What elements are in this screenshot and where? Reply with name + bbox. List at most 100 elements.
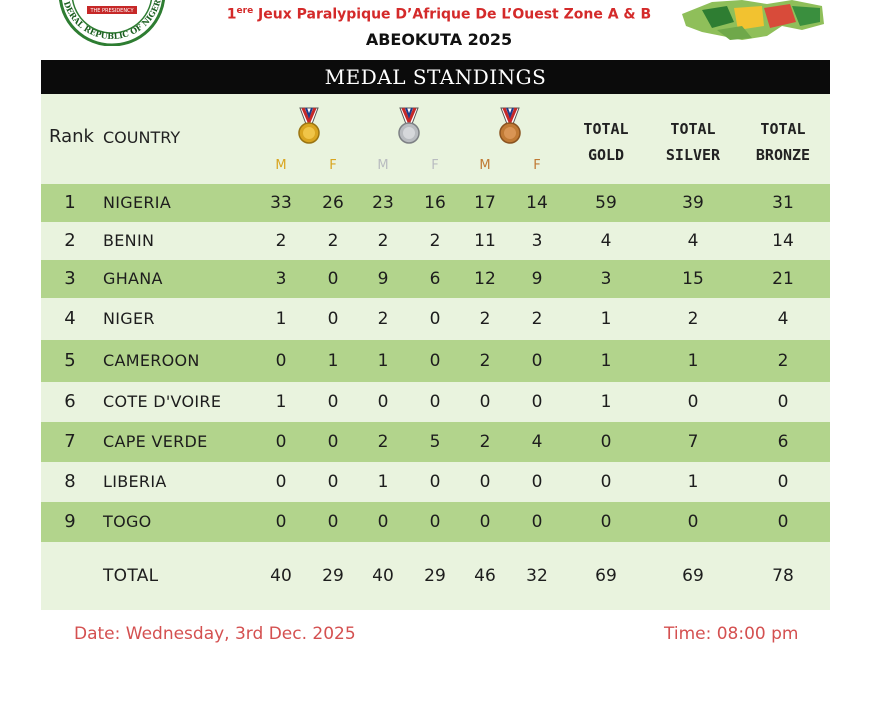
country-cell: CAPE VERDE xyxy=(103,432,208,451)
medal-count-cell: 9 xyxy=(531,269,543,289)
coat-of-arms-seal: THE PRESIDENCY FEDERAL REPUBLIC OF NIGER… xyxy=(42,0,182,46)
table-row: 2 BENIN 2 2 2 2 11 3 4 4 14 xyxy=(41,222,830,260)
total-cell: 69 xyxy=(595,566,617,586)
medal-count-cell: 0 xyxy=(479,472,491,492)
medal-count-cell: 4 xyxy=(687,231,699,251)
bronze-medal-icon xyxy=(496,106,524,146)
silver-medal-icon xyxy=(395,106,423,146)
total-cell: 29 xyxy=(424,566,446,586)
medal-count-cell: 15 xyxy=(682,269,704,289)
country-cell: BENIN xyxy=(103,231,155,250)
medal-count-cell: 4 xyxy=(531,432,543,452)
report-date: Date: Wednesday, 3rd Dec. 2025 xyxy=(74,624,356,644)
medal-count-cell: 3 xyxy=(531,231,543,251)
medal-count-cell: 7 xyxy=(687,432,699,452)
medal-count-cell: 2 xyxy=(479,309,491,329)
medal-count-cell: 0 xyxy=(479,392,491,412)
medal-count-cell: 1 xyxy=(687,472,699,492)
medal-count-cell: 23 xyxy=(372,193,394,213)
medal-count-cell: 2 xyxy=(777,351,789,371)
medal-count-cell: 4 xyxy=(777,309,789,329)
medal-count-cell: 2 xyxy=(429,231,441,251)
country-cell: GHANA xyxy=(103,269,163,288)
medal-count-cell: 2 xyxy=(531,309,543,329)
medal-count-cell: 26 xyxy=(322,193,344,213)
medal-count-cell: 0 xyxy=(327,432,339,452)
medal-count-cell: 14 xyxy=(526,193,548,213)
medal-count-cell: 2 xyxy=(479,351,491,371)
medal-count-cell: 1 xyxy=(687,351,699,371)
medal-count-cell: 0 xyxy=(777,392,789,412)
medal-count-cell: 2 xyxy=(377,432,389,452)
medal-count-cell: 0 xyxy=(429,309,441,329)
medal-count-cell: 0 xyxy=(600,512,612,532)
medal-count-cell: 1 xyxy=(327,351,339,371)
total-cell: 40 xyxy=(270,566,292,586)
rank-cell: 4 xyxy=(64,308,76,329)
gold-female-label: F xyxy=(329,158,337,173)
medal-count-cell: 2 xyxy=(327,231,339,251)
country-cell: NIGERIA xyxy=(103,193,172,212)
rank-cell: 9 xyxy=(64,511,76,532)
table-row: 1 NIGERIA 33 26 23 16 17 14 59 39 31 xyxy=(41,184,830,222)
medal-count-cell: 0 xyxy=(429,392,441,412)
table-row: 5 CAMEROON 0 1 1 0 2 0 1 1 2 xyxy=(41,340,830,382)
medal-count-cell: 0 xyxy=(531,351,543,371)
total-cell: 29 xyxy=(322,566,344,586)
medal-count-cell: 0 xyxy=(429,472,441,492)
silver-male-label: M xyxy=(377,158,389,173)
medal-count-cell: 0 xyxy=(687,512,699,532)
bronze-female-label: F xyxy=(533,158,541,173)
rank-cell: 1 xyxy=(64,192,76,213)
medal-count-cell: 33 xyxy=(270,193,292,213)
medal-count-cell: 0 xyxy=(777,512,789,532)
medal-count-cell: 2 xyxy=(479,432,491,452)
total-cell: 40 xyxy=(372,566,394,586)
medal-count-cell: 1 xyxy=(600,392,612,412)
total-silver-header: TOTAL SILVER xyxy=(665,120,721,164)
medal-count-cell: 0 xyxy=(327,269,339,289)
medal-count-cell: 12 xyxy=(474,269,496,289)
medal-count-cell: 0 xyxy=(531,472,543,492)
country-cell: COTE D'VOIRE xyxy=(103,392,222,411)
medal-standings-table: MEDAL STANDINGS Rank COUNTRY M F xyxy=(41,60,830,610)
medal-count-cell: 0 xyxy=(327,392,339,412)
medal-count-cell: 0 xyxy=(275,351,287,371)
medal-count-cell: 2 xyxy=(687,309,699,329)
total-bronze-header: TOTAL BRONZE xyxy=(755,120,811,164)
rank-cell: 7 xyxy=(64,431,76,452)
medal-count-cell: 39 xyxy=(682,193,704,213)
medal-count-cell: 21 xyxy=(772,269,794,289)
medal-count-cell: 0 xyxy=(777,472,789,492)
medal-count-cell: 5 xyxy=(429,432,441,452)
medal-count-cell: 0 xyxy=(327,472,339,492)
report-time: Time: 08:00 pm xyxy=(664,624,799,644)
country-header: COUNTRY xyxy=(103,128,181,147)
medal-count-cell: 0 xyxy=(327,309,339,329)
total-gold-header: TOTAL GOLD xyxy=(583,120,629,164)
total-cell: 69 xyxy=(682,566,704,586)
medal-count-cell: 0 xyxy=(600,432,612,452)
medal-count-cell: 0 xyxy=(600,472,612,492)
total-cell: 46 xyxy=(474,566,496,586)
medal-count-cell: 17 xyxy=(474,193,496,213)
gold-medal-icon xyxy=(295,106,323,146)
rank-cell: 2 xyxy=(64,230,76,251)
gold-male-label: M xyxy=(275,158,287,173)
total-cell: 78 xyxy=(772,566,794,586)
table-row: 8 LIBERIA 0 0 1 0 0 0 0 1 0 xyxy=(41,462,830,502)
silver-female-label: F xyxy=(431,158,439,173)
medal-count-cell: 0 xyxy=(275,432,287,452)
medal-count-cell: 59 xyxy=(595,193,617,213)
country-cell: CAMEROON xyxy=(103,351,200,370)
total-row: TOTAL 40 29 40 29 46 32 69 69 78 xyxy=(41,542,830,610)
medal-count-cell: 16 xyxy=(424,193,446,213)
total-cell: 32 xyxy=(526,566,548,586)
medal-count-cell: 0 xyxy=(275,472,287,492)
medal-count-cell: 1 xyxy=(275,309,287,329)
medal-count-cell: 0 xyxy=(531,392,543,412)
medal-count-cell: 1 xyxy=(600,309,612,329)
country-cell: LIBERIA xyxy=(103,472,167,491)
event-location: ABEOKUTA 2025 xyxy=(365,30,513,49)
medal-count-cell: 11 xyxy=(474,231,496,251)
